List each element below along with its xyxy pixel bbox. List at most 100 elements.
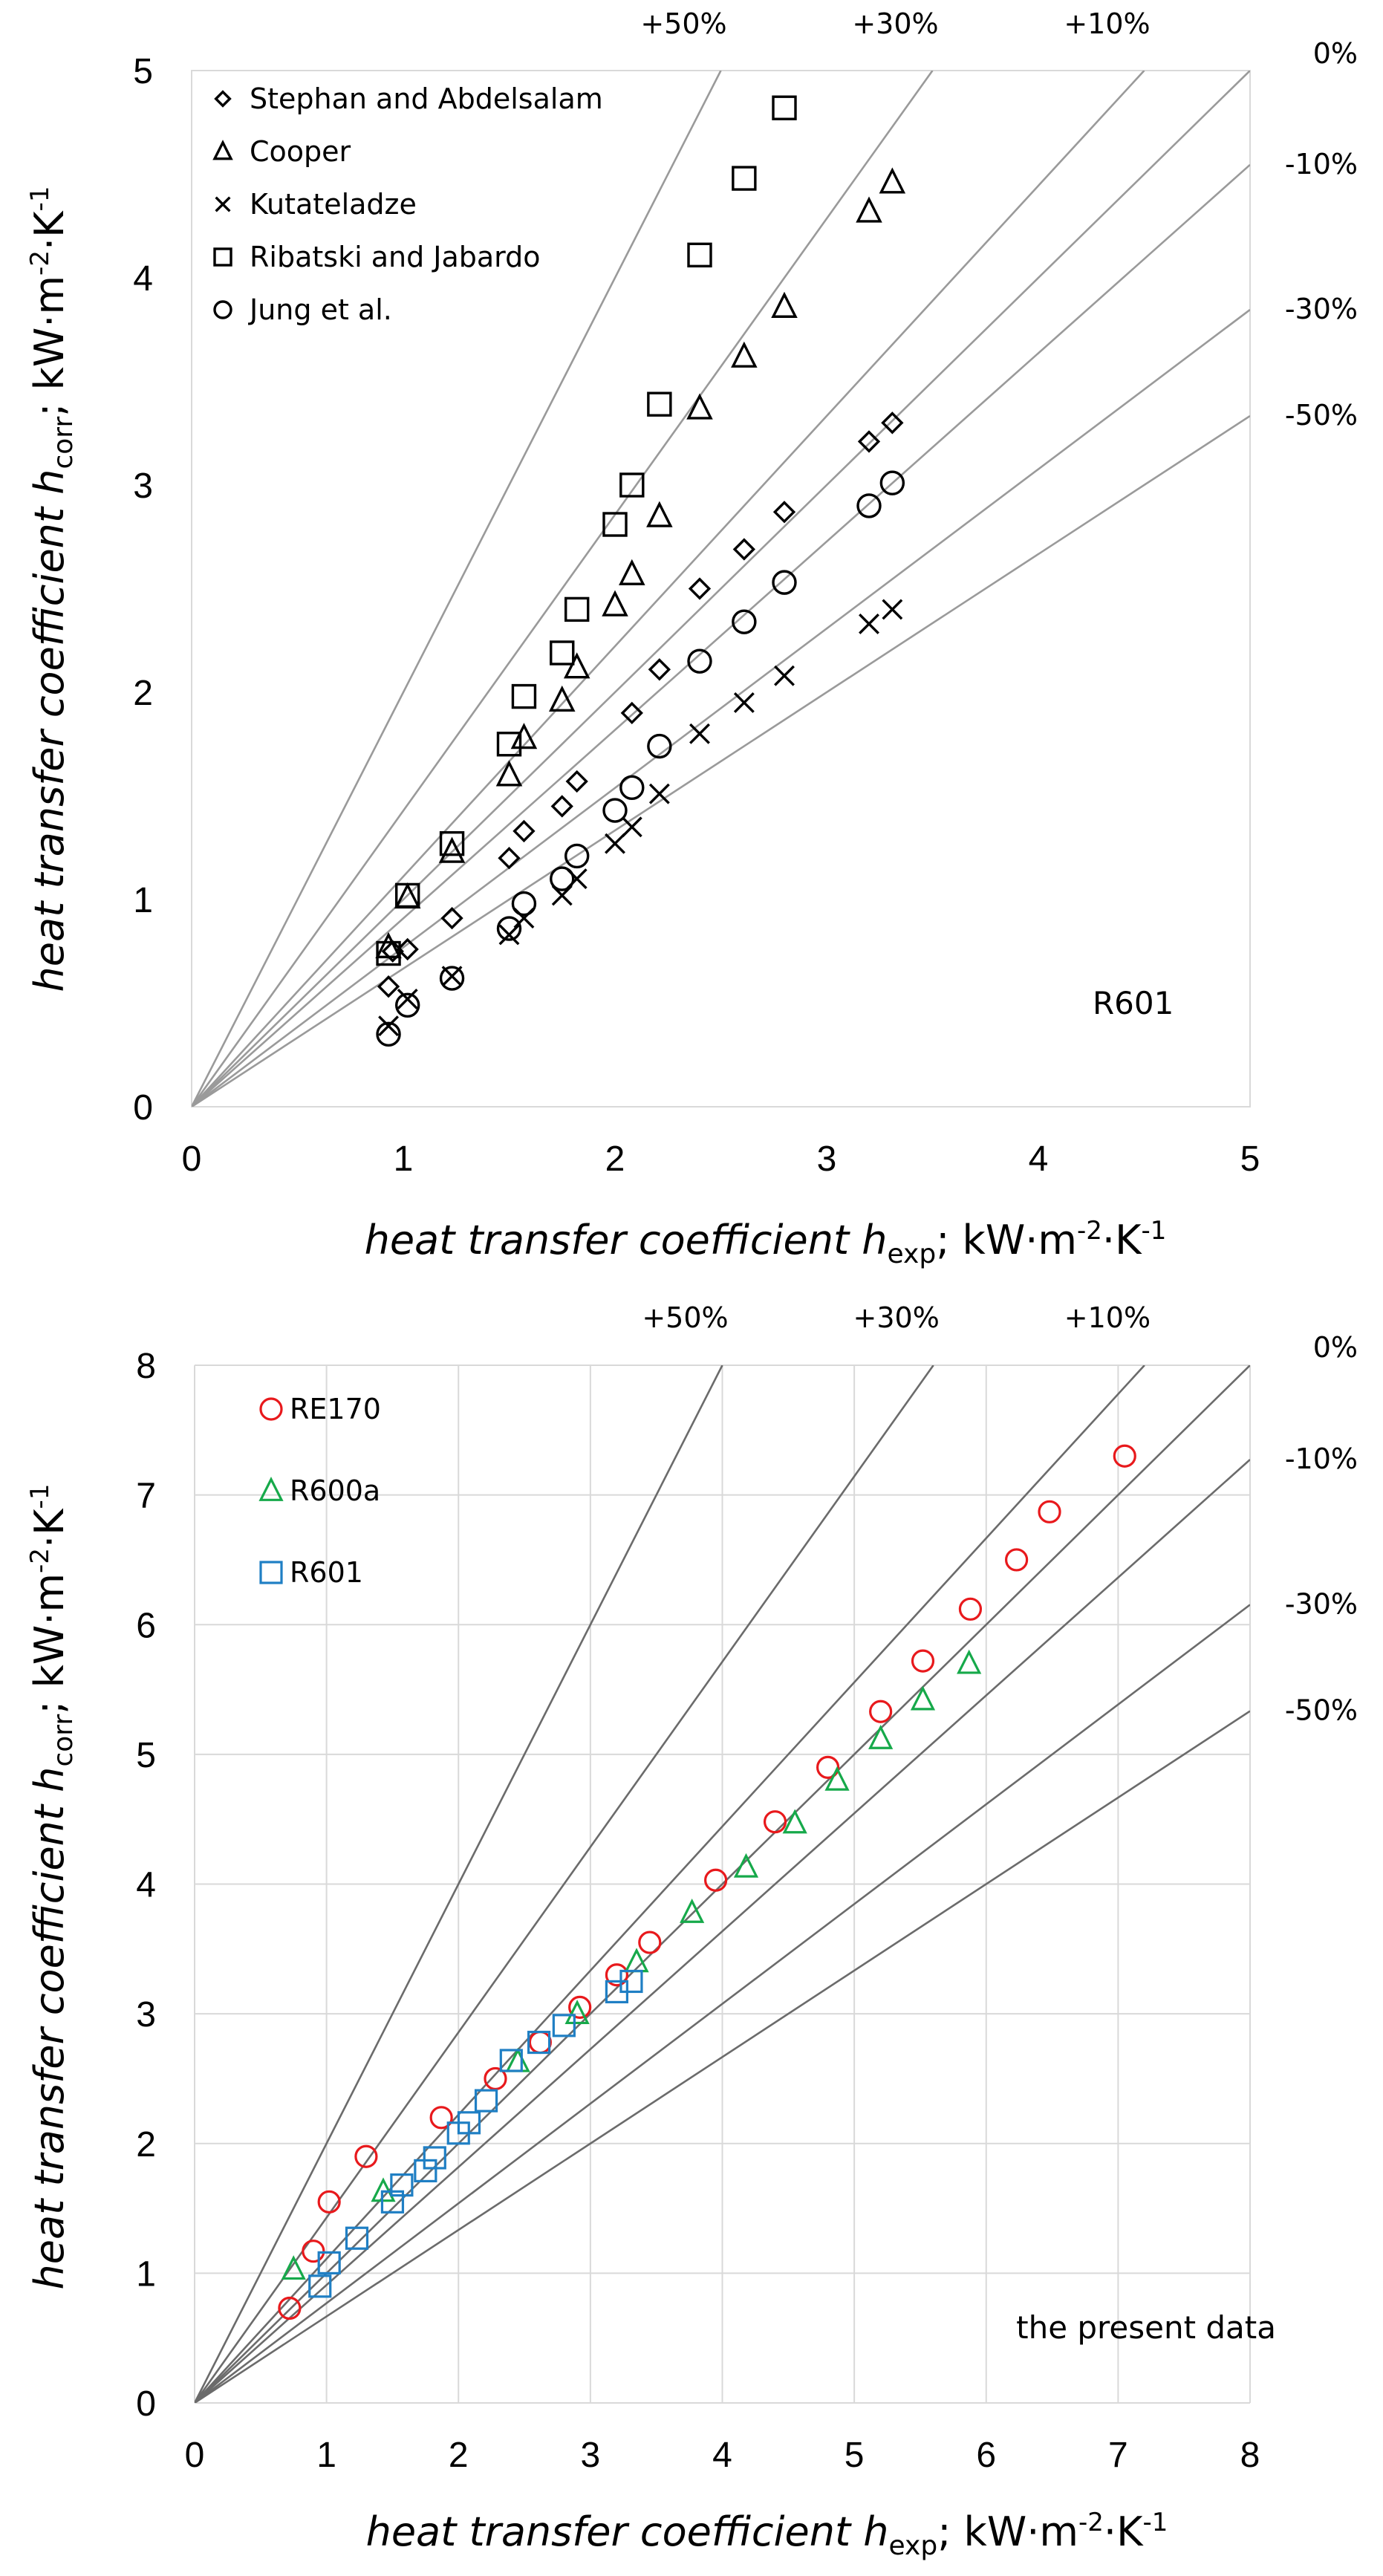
y-tick-label: 4 (136, 1866, 156, 1905)
data-point (396, 937, 419, 961)
data-point (774, 665, 795, 686)
data-point (496, 732, 522, 757)
panel-annotation: R601 (1093, 985, 1174, 1021)
x-tick-label: 7 (1108, 2436, 1128, 2475)
data-point (1113, 1444, 1136, 1468)
deviation-label: -10% (1285, 148, 1358, 180)
deviation-line (195, 1365, 934, 2403)
deviation-label: +50% (642, 1301, 728, 1334)
legend-label: R600a (290, 1474, 380, 1507)
data-point (689, 723, 710, 744)
legend: Stephan and Abdelsalam Cooper Kutateladze R… (212, 82, 603, 326)
data-point (859, 613, 879, 634)
data-point (602, 798, 628, 823)
data-point (568, 1995, 592, 2019)
data-point (376, 1021, 401, 1047)
data-point (496, 916, 522, 941)
series-kutateladze (378, 599, 903, 1037)
deviation-lines (192, 71, 1250, 1107)
y-tick-label: 5 (133, 52, 153, 91)
deviation-line (195, 1604, 1250, 2403)
data-point (564, 596, 590, 622)
data-point (646, 501, 673, 527)
y-tick-label: 1 (133, 881, 153, 920)
data-point (429, 2106, 453, 2130)
x-tick-label: 3 (817, 1139, 837, 1179)
data-point (879, 167, 906, 194)
data-point (602, 590, 628, 617)
data-point (686, 393, 713, 420)
deviation-label: 0% (1313, 1331, 1358, 1364)
data-point (564, 2000, 590, 2025)
data-point (733, 1853, 759, 1878)
deviation-label: +30% (852, 7, 938, 40)
legend-label: Jung et al. (248, 293, 392, 326)
data-point (550, 866, 575, 891)
data-point (910, 1685, 936, 1711)
deviation-line (192, 71, 722, 1107)
legend-label: RE170 (290, 1393, 381, 1425)
data-point (564, 843, 590, 869)
deviation-line (192, 163, 1250, 1107)
data-point (423, 2146, 446, 2170)
series-r601 (308, 1969, 643, 2298)
data-point (281, 2255, 306, 2280)
data-point (732, 538, 756, 561)
deviation-label: -50% (1285, 1694, 1358, 1727)
data-point (317, 2251, 341, 2275)
deviation-line (192, 414, 1250, 1107)
data-point (308, 2274, 332, 2298)
data-point (354, 2144, 378, 2168)
data-point (763, 1810, 787, 1834)
data-point (619, 559, 645, 585)
data-point (438, 836, 466, 863)
x-axis-label: heat transfer coefficient hexp; kW·m-2·K… (365, 1216, 1167, 1269)
data-point (375, 931, 402, 959)
deviation-line (195, 1365, 723, 2403)
data-point (688, 577, 712, 600)
legend-label: Cooper (250, 135, 351, 168)
y-tick-label: 3 (136, 1995, 156, 2035)
data-point (620, 701, 643, 725)
legend-marker (213, 300, 232, 319)
data-point (484, 2066, 507, 2091)
data-point (602, 512, 628, 537)
data-point (621, 816, 642, 838)
data-point (548, 685, 576, 712)
x-tick-label: 2 (449, 2436, 469, 2475)
deviation-label: +30% (853, 1301, 940, 1334)
x-tick-label: 5 (1240, 1139, 1260, 1179)
data-point (638, 1931, 662, 1954)
data-point (498, 847, 521, 870)
deviation-line (195, 1710, 1250, 2403)
chart-2: +50% +30% +10% 0% -10% -30% -50% 0 1 2 3 4 5 6 7 8 0 1 2 3 4… (25, 1301, 1358, 2561)
deviation-label: +10% (1064, 7, 1150, 40)
x-tick-label: 1 (394, 1139, 414, 1179)
legend-label: Stephan and Abdelsalam (250, 82, 603, 115)
data-point (704, 1868, 728, 1892)
data-point (317, 2190, 341, 2214)
data-point (395, 992, 420, 1018)
data-point (457, 2111, 481, 2135)
data-point (619, 775, 645, 801)
data-point (857, 430, 881, 453)
deviation-label: 0% (1313, 37, 1358, 70)
data-point (550, 795, 573, 818)
data-point (511, 891, 537, 917)
y-tick-label: 2 (133, 674, 153, 713)
deviation-label: -30% (1285, 1587, 1358, 1620)
data-point (647, 391, 672, 417)
deviation-line (192, 308, 1250, 1107)
y-tick-label: 5 (136, 1736, 156, 1775)
legend-label: Kutateladze (250, 188, 417, 221)
deviation-line (192, 71, 1250, 1107)
deviation-label: -30% (1285, 293, 1358, 325)
data-point (732, 609, 757, 634)
data-point (390, 2173, 414, 2197)
data-point (772, 570, 797, 595)
x-tick-label: 4 (1029, 1139, 1049, 1179)
data-point (499, 2049, 523, 2072)
data-point (511, 683, 537, 709)
deviation-line (192, 71, 934, 1107)
y-tick-label: 4 (133, 259, 153, 299)
